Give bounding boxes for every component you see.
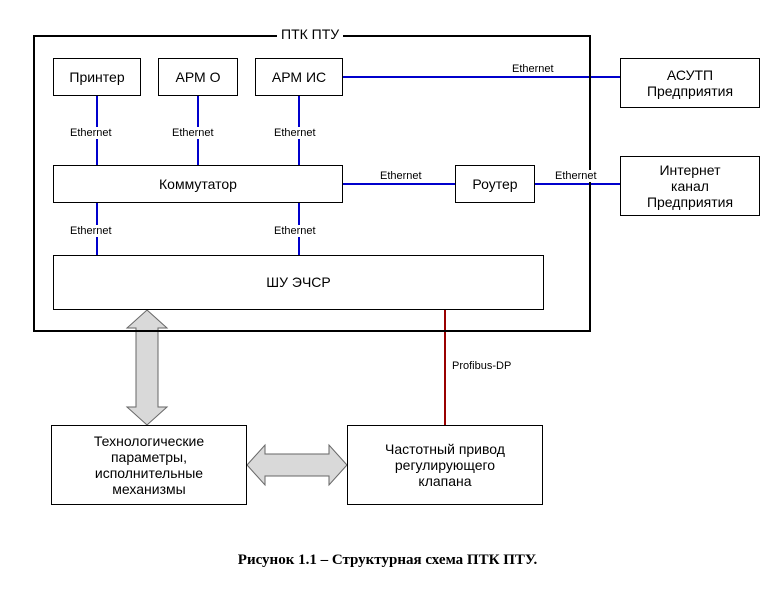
node-router: Роутер [455, 165, 535, 203]
edge-label-switch-router: Ethernet [378, 170, 424, 182]
edge-label-switch-shu1: Ethernet [68, 225, 114, 237]
edge-label-shu-freq: Profibus-DP [450, 360, 513, 372]
node-techparam: Технологическиепараметры,исполнительныем… [51, 425, 247, 505]
node-armo: АРМ О [158, 58, 238, 96]
edge-label-armis-asutp: Ethernet [510, 63, 556, 75]
node-switch: Коммутатор [53, 165, 343, 203]
node-armis: АРМ ИС [255, 58, 343, 96]
node-internet: ИнтернетканалПредприятия [620, 156, 760, 216]
edge-label-router-internet: Ethernet [553, 170, 599, 182]
node-freqdrive: Частотный приводрегулирующегоклапана [347, 425, 543, 505]
edge-label-switch-shu2: Ethernet [272, 225, 318, 237]
figure-caption: Рисунок 1.1 – Структурная схема ПТК ПТУ. [0, 552, 775, 569]
edge-label-armis-switch: Ethernet [272, 127, 318, 139]
edge-label-printer-switch: Ethernet [68, 127, 114, 139]
node-asutp: АСУТППредприятия [620, 58, 760, 108]
node-printer: Принтер [53, 58, 141, 96]
node-shu: ШУ ЭЧСР [53, 255, 544, 310]
edge-label-armo-switch: Ethernet [170, 127, 216, 139]
outer-title: ПТК ПТУ [277, 26, 343, 42]
